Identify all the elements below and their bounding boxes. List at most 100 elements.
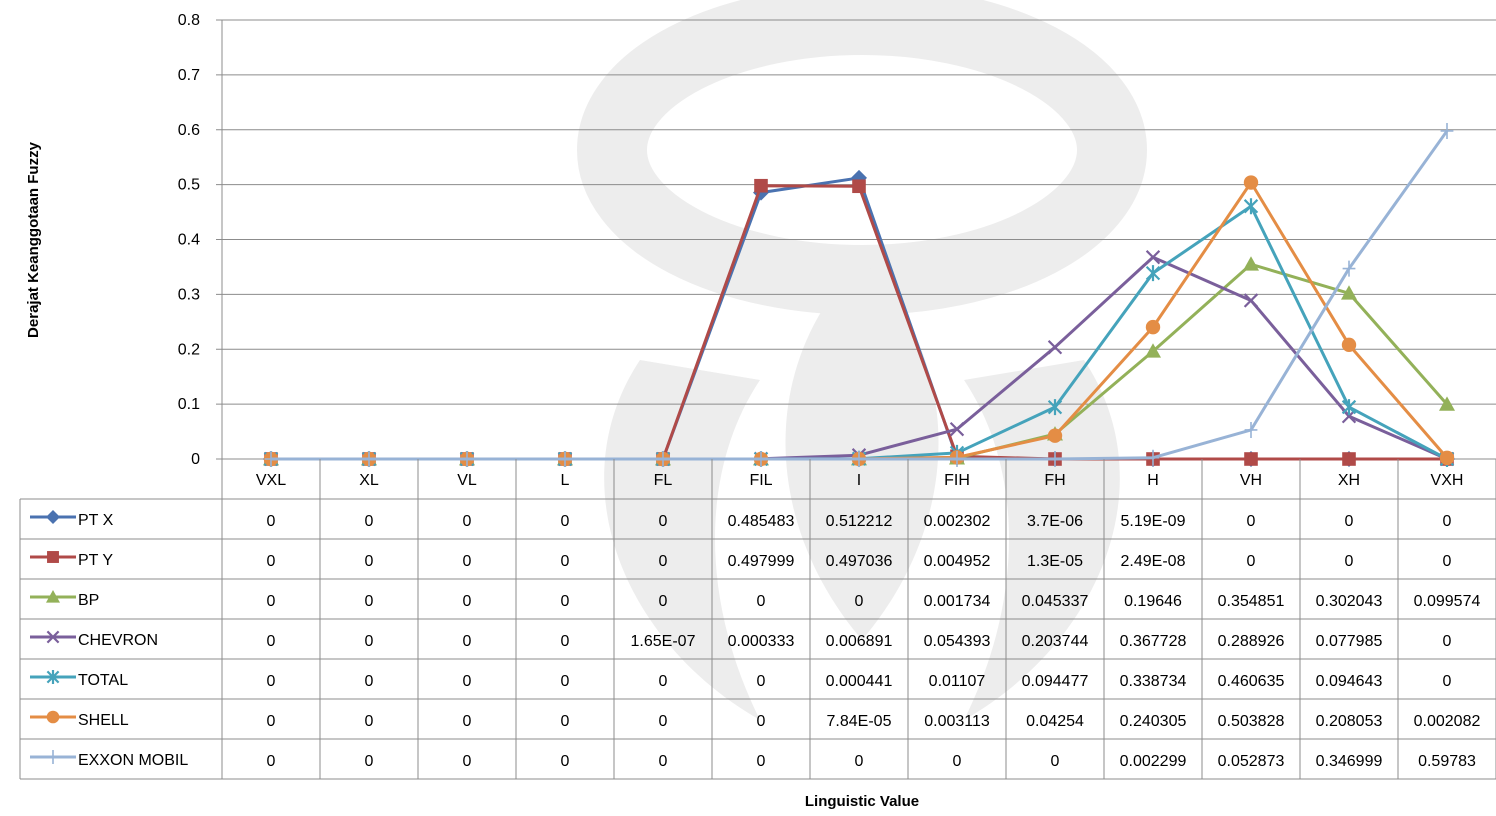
table-cell: 0: [267, 713, 276, 730]
series-marker: [1047, 399, 1063, 416]
series-marker: [46, 670, 60, 684]
series-name: PT Y: [78, 552, 113, 569]
table-cell: 0: [463, 673, 472, 690]
series-marker: [949, 421, 965, 437]
series-marker: [950, 451, 964, 467]
table-cell: 0.338734: [1120, 673, 1187, 690]
x-category-label: H: [1147, 472, 1159, 489]
table-cell: 0.203744: [1022, 633, 1089, 650]
table-cell: 0: [463, 753, 472, 770]
watermark-ring: [577, 0, 1147, 315]
table-cell: 0: [855, 753, 864, 770]
table-cell: 0.04254: [1026, 713, 1084, 730]
table-cell: 0: [659, 553, 668, 570]
table-cell: 0.503828: [1218, 713, 1285, 730]
table-cell: 0: [365, 633, 374, 650]
series-marker: [1341, 399, 1357, 416]
table-cell: 0.002299: [1120, 753, 1187, 770]
table-cell: 0: [267, 673, 276, 690]
table-cell: 0.003113: [924, 713, 990, 730]
series-marker: [1342, 260, 1356, 277]
table-cell: 0: [757, 593, 766, 610]
table-cell: 0: [953, 753, 962, 770]
table-cell: 0.094643: [1316, 673, 1383, 690]
series-marker: [1341, 285, 1357, 300]
table-cell: 0: [1247, 553, 1256, 570]
table-cell: 2.49E-08: [1121, 553, 1186, 570]
y-axis-title: Derajat Keanggotaan Fuzzy: [25, 141, 42, 338]
table-cell: 0: [757, 673, 766, 690]
y-axis-ticks: 0 0.1 0.2 0.3 0.4 0.5 0.6 0.7 0.8: [178, 12, 200, 468]
x-category-label: XH: [1338, 472, 1360, 489]
series-marker: [1341, 337, 1357, 353]
x-category-label: FL: [654, 472, 673, 489]
table-cell: 0.01107: [929, 673, 986, 690]
table-cell: 0.460635: [1218, 673, 1285, 690]
table-cell: 0: [267, 633, 276, 650]
series-marker: [460, 451, 474, 467]
table-cell: 0.077985: [1316, 633, 1383, 650]
table-cell: 0: [561, 633, 570, 650]
series-marker: [754, 178, 768, 193]
table-cell: 0: [757, 753, 766, 770]
table-cell: 0.288926: [1218, 633, 1285, 650]
table-cell: 0.099574: [1414, 593, 1481, 610]
watermark-petal: [964, 360, 1120, 720]
table-cell: 0: [267, 553, 276, 570]
series-name: TOTAL: [78, 672, 128, 689]
table-cell: 0: [561, 713, 570, 730]
table-cell: 0: [365, 753, 374, 770]
x-category-label: FIH: [944, 472, 970, 489]
x-category-label: VXH: [1431, 472, 1464, 489]
table-cell: 5.19E-09: [1121, 513, 1186, 530]
series-marker: [1145, 343, 1161, 358]
series-marker: [362, 451, 376, 467]
table-cell: 0.000333: [728, 633, 795, 650]
series-marker: [1145, 319, 1161, 335]
table-cell: 0: [267, 593, 276, 610]
x-category-label: FIL: [749, 472, 772, 489]
series-marker: [852, 451, 866, 467]
table-cell: 0.045337: [1022, 593, 1089, 610]
table-cell: 0: [1247, 513, 1256, 530]
table-cell: 0.367728: [1120, 633, 1187, 650]
table-cell: 0: [463, 553, 472, 570]
table-cell: 0.004952: [924, 553, 991, 570]
series-marker: [1244, 421, 1258, 438]
table-cell: 0: [463, 513, 472, 530]
series-name: CHEVRON: [78, 632, 158, 649]
series-lines: [263, 122, 1455, 467]
table-cell: 0: [463, 633, 472, 650]
table-cell: 0.497036: [826, 553, 893, 570]
series-marker: [47, 750, 59, 764]
y-tick-label: 0.2: [178, 341, 200, 358]
table-cell: 1.3E-05: [1027, 553, 1083, 570]
series-marker: [47, 551, 59, 563]
series-marker: [656, 451, 670, 467]
x-category-label: L: [561, 472, 570, 489]
series-marker: [1243, 293, 1259, 308]
x-category-label: XL: [359, 472, 379, 489]
table-cell: 0: [855, 593, 864, 610]
y-tick-label: 0.7: [178, 67, 200, 84]
series-marker: [46, 510, 60, 524]
series-marker: [1342, 452, 1356, 466]
table-cell: 0: [1443, 513, 1452, 530]
table-cell: 0: [659, 753, 668, 770]
table-cell: 0.240305: [1120, 713, 1187, 730]
table-cell: 1.65E-07: [631, 633, 696, 650]
table-cell: 0: [1345, 553, 1354, 570]
table-row: PT X 0 0 0 0 0 0.485483 0.512212 0.002302 3.7E-06…: [30, 510, 1452, 530]
table-cell: 0: [365, 713, 374, 730]
series-name: SHELL: [78, 712, 129, 729]
series-name: PT X: [78, 512, 114, 529]
table-cell: 0.208053: [1316, 713, 1383, 730]
table-cell: 0: [1443, 553, 1452, 570]
x-category-label: VL: [457, 472, 477, 489]
data-table: VXL XL VL L FL FIL I FIH FH H VH XH VXH PT X 0 0 0 0 0 0.48…: [19, 459, 1496, 780]
table-cell: 0: [267, 753, 276, 770]
table-cell: 0: [561, 553, 570, 570]
table-cell: 0.052873: [1218, 753, 1285, 770]
table-cell: 0.002302: [924, 513, 991, 530]
